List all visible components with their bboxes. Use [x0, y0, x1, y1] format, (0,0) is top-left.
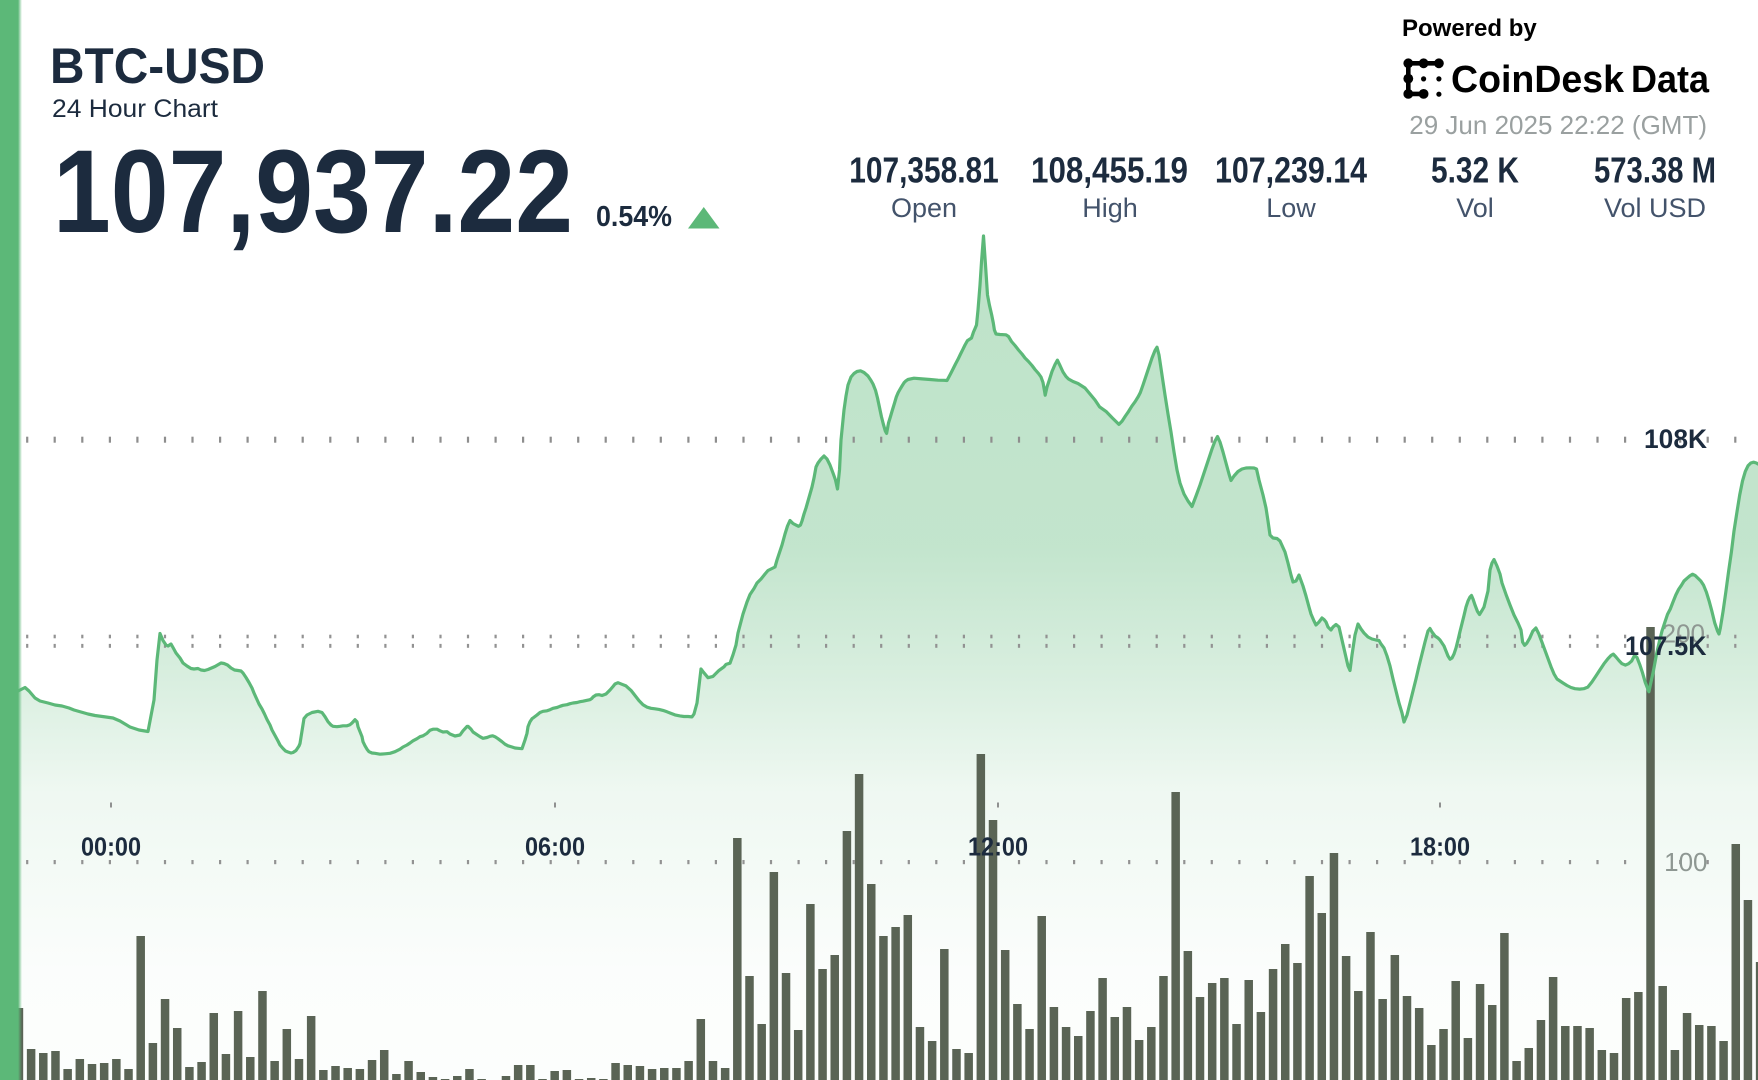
svg-text:Low: Low — [1266, 193, 1316, 223]
svg-text:Powered by: Powered by — [1402, 15, 1537, 42]
svg-text:BTC-USD: BTC-USD — [50, 38, 265, 94]
svg-text:00:00: 00:00 — [81, 832, 141, 862]
svg-text:12:00: 12:00 — [968, 832, 1028, 862]
svg-text:Open: Open — [891, 193, 957, 223]
svg-text:5.32 K: 5.32 K — [1431, 150, 1519, 191]
svg-text:107,937.22: 107,937.22 — [53, 126, 573, 258]
svg-text:573.38 M: 573.38 M — [1594, 150, 1716, 191]
svg-text:Vol: Vol — [1456, 193, 1494, 223]
svg-text:CoinDesk: CoinDesk — [1451, 59, 1625, 101]
svg-text:Vol USD: Vol USD — [1604, 193, 1706, 223]
svg-text:18:00: 18:00 — [1410, 832, 1470, 862]
svg-text:24 Hour Chart: 24 Hour Chart — [52, 95, 218, 123]
svg-text:200: 200 — [1662, 619, 1705, 649]
svg-text:Data: Data — [1631, 59, 1710, 101]
svg-text:107.5K: 107.5K — [1625, 631, 1707, 661]
svg-text:High: High — [1082, 193, 1138, 223]
svg-text:107,358.81: 107,358.81 — [849, 150, 998, 191]
svg-text:29 Jun 2025 22:22 (GMT): 29 Jun 2025 22:22 (GMT) — [1409, 110, 1707, 140]
svg-text:108,455.19: 108,455.19 — [1031, 150, 1188, 191]
svg-text:108K: 108K — [1644, 424, 1707, 454]
svg-text:100: 100 — [1664, 847, 1707, 877]
svg-text:107,239.14: 107,239.14 — [1215, 150, 1367, 191]
svg-text:0.54%: 0.54% — [596, 201, 672, 233]
svg-text:06:00: 06:00 — [525, 832, 585, 862]
